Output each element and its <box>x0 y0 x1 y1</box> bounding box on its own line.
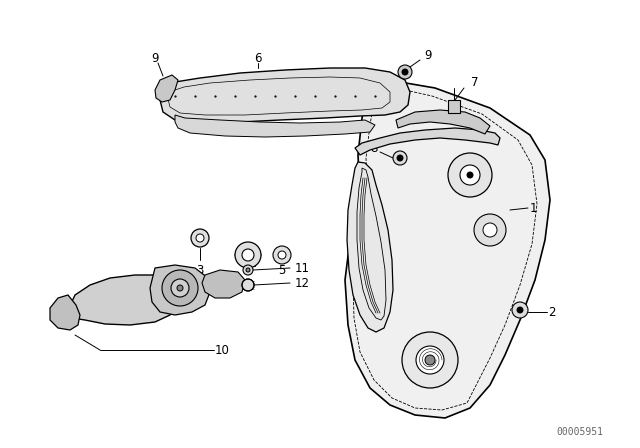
Circle shape <box>246 268 250 272</box>
Polygon shape <box>202 270 245 298</box>
Circle shape <box>460 165 480 185</box>
Polygon shape <box>448 100 460 113</box>
Circle shape <box>483 223 497 237</box>
Text: 5: 5 <box>278 263 285 276</box>
Polygon shape <box>155 75 178 102</box>
Circle shape <box>474 214 506 246</box>
Circle shape <box>416 346 444 374</box>
Polygon shape <box>355 128 500 155</box>
Circle shape <box>177 285 183 291</box>
Circle shape <box>397 155 403 161</box>
Text: 8: 8 <box>371 142 378 155</box>
Text: 12: 12 <box>295 276 310 289</box>
Text: 9: 9 <box>424 48 432 61</box>
Circle shape <box>448 153 492 197</box>
Circle shape <box>242 279 254 291</box>
Circle shape <box>425 355 435 365</box>
Polygon shape <box>347 162 393 332</box>
Circle shape <box>398 65 412 79</box>
Polygon shape <box>160 68 410 122</box>
Circle shape <box>243 265 253 275</box>
Circle shape <box>171 279 189 297</box>
Text: 3: 3 <box>196 263 204 276</box>
Circle shape <box>517 307 523 313</box>
Text: 10: 10 <box>215 344 230 357</box>
Circle shape <box>242 249 254 261</box>
Circle shape <box>402 69 408 75</box>
Circle shape <box>467 172 473 178</box>
Text: 2: 2 <box>548 306 556 319</box>
Circle shape <box>273 246 291 264</box>
Polygon shape <box>345 82 550 418</box>
Circle shape <box>191 229 209 247</box>
Circle shape <box>235 242 261 268</box>
Circle shape <box>162 270 198 306</box>
Circle shape <box>393 151 407 165</box>
Polygon shape <box>150 265 210 315</box>
Circle shape <box>402 332 458 388</box>
Text: 6: 6 <box>254 52 262 65</box>
Text: 7: 7 <box>471 76 479 89</box>
Circle shape <box>196 234 204 242</box>
Text: 4: 4 <box>244 263 252 276</box>
Polygon shape <box>50 295 80 330</box>
Text: 00005951: 00005951 <box>557 427 604 437</box>
Text: 11: 11 <box>295 262 310 275</box>
Text: 1: 1 <box>530 202 538 215</box>
Circle shape <box>278 251 286 259</box>
Polygon shape <box>68 275 178 325</box>
Polygon shape <box>396 110 490 134</box>
Text: 9: 9 <box>151 52 159 65</box>
Circle shape <box>512 302 528 318</box>
Polygon shape <box>175 115 375 137</box>
